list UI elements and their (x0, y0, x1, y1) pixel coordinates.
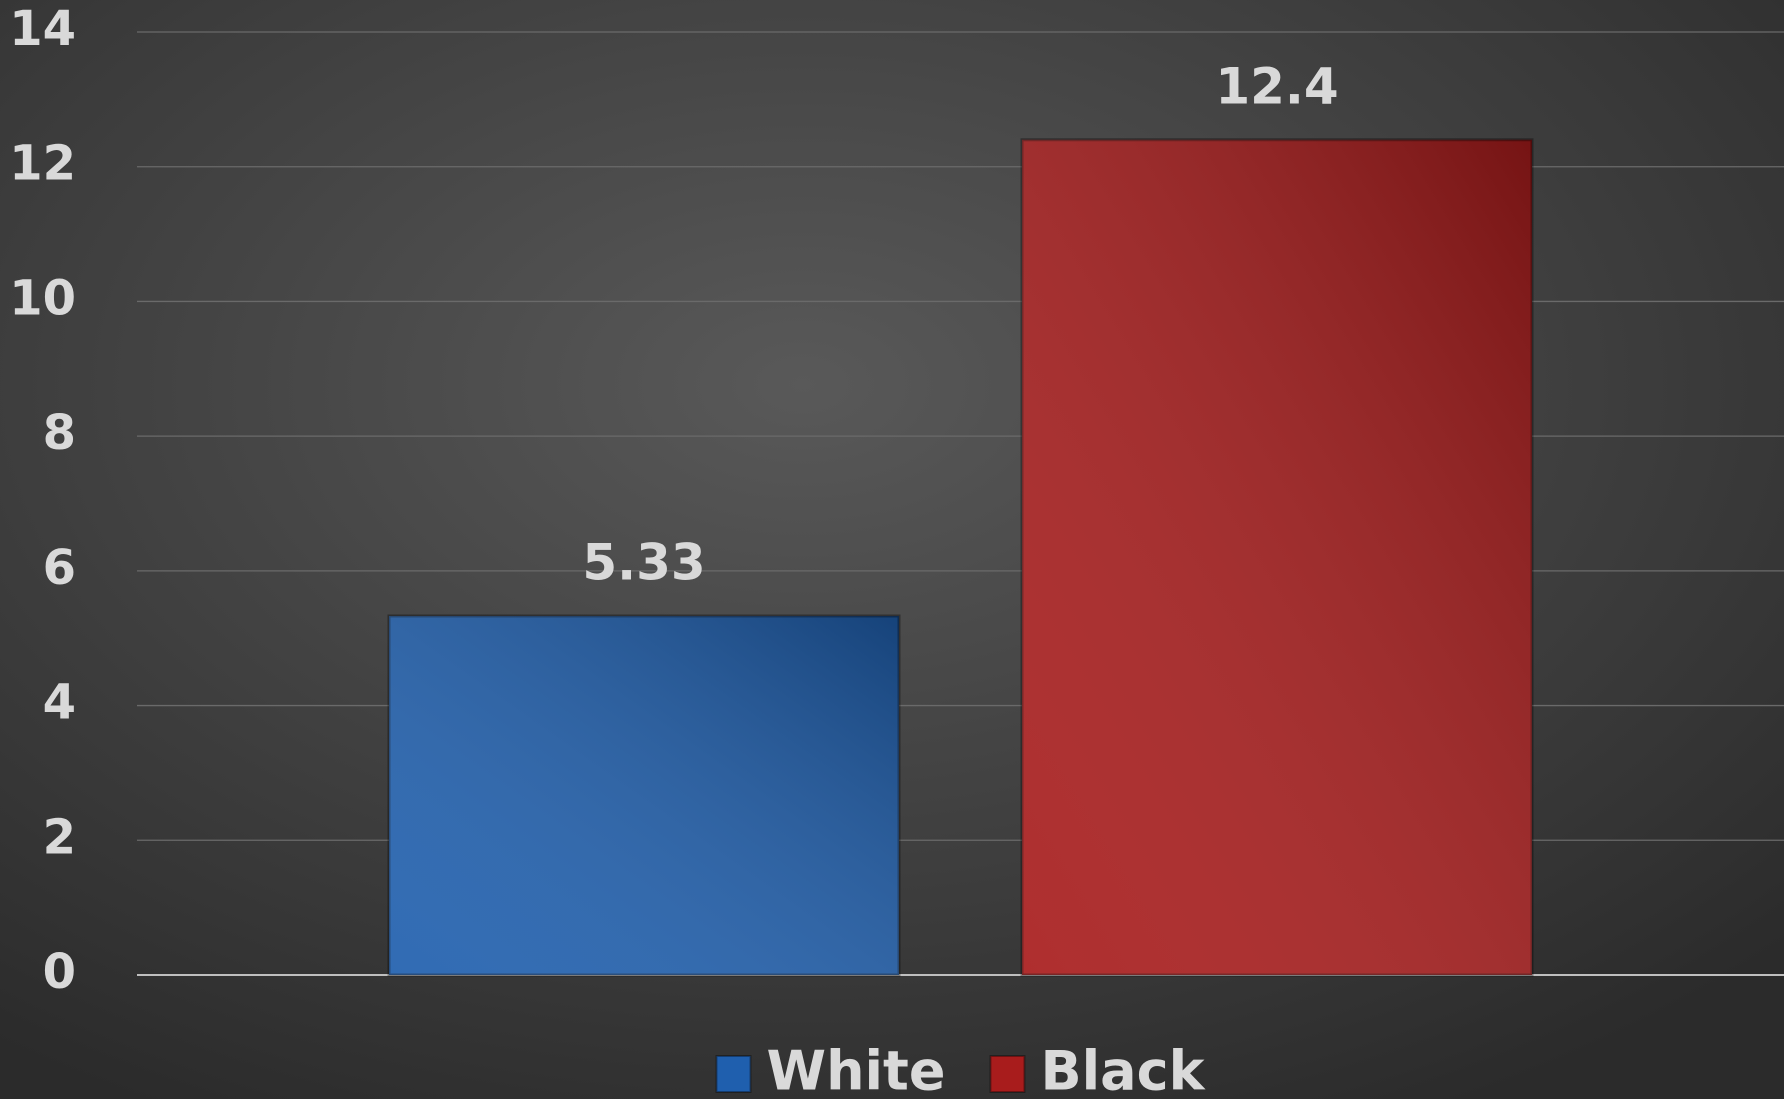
y-tick-label: 6 (43, 540, 76, 596)
value-label: 12.4 (1215, 57, 1338, 115)
y-tick-label: 8 (43, 405, 76, 461)
y-tick-label: 10 (9, 270, 76, 326)
legend-label: Black (1040, 1040, 1205, 1099)
legend-swatch (989, 1055, 1026, 1093)
y-tick-label: 14 (9, 1, 76, 57)
legend-swatch (715, 1055, 752, 1093)
value-label: 5.33 (582, 533, 705, 591)
legend-label: White (767, 1040, 946, 1099)
y-tick-label: 12 (9, 136, 76, 192)
y-tick-label: 2 (43, 809, 76, 865)
bar (1020, 138, 1534, 977)
y-tick-label: 4 (43, 675, 76, 731)
y-tick-label: 0 (43, 944, 76, 1000)
legend: White Black (715, 1040, 1206, 1099)
bar (387, 614, 901, 977)
